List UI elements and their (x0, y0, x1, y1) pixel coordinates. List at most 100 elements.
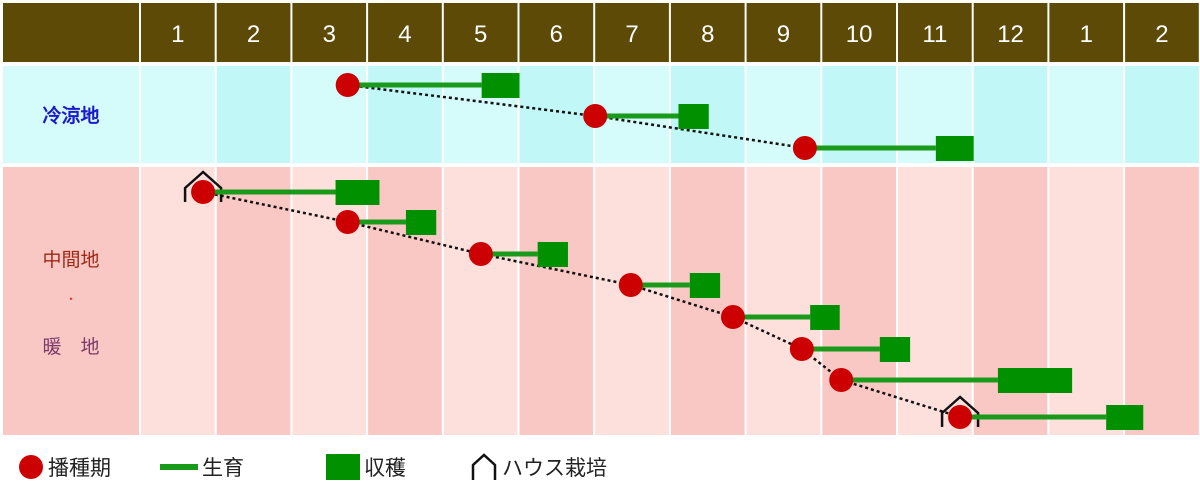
month-header-cell (1049, 3, 1124, 62)
month-cell (595, 167, 669, 435)
month-label: 2 (247, 21, 260, 48)
month-cell (141, 167, 215, 435)
harvest-block (810, 305, 840, 330)
month-label: 5 (474, 21, 487, 48)
month-label: 7 (625, 21, 638, 48)
month-label: 1 (1080, 21, 1093, 48)
month-label: 2 (1155, 21, 1168, 48)
sowing-point (792, 136, 817, 160)
month-label: 8 (701, 21, 714, 48)
region-label-warm-line: 暖 地 (42, 336, 99, 358)
sowing-point (720, 305, 745, 329)
month-cell (746, 167, 821, 435)
growth-bar (595, 113, 679, 119)
legend-harvest: 収穫 (326, 452, 406, 482)
green-square-icon (326, 454, 360, 480)
month-header-cell (216, 3, 291, 62)
sowing-point (583, 104, 608, 128)
month-header-cell (1125, 3, 1199, 62)
month-cell (822, 167, 896, 435)
region-label-cool: 冷涼地 (42, 104, 99, 127)
region-label-warm-line: 中間地 (42, 249, 99, 271)
month-header-cell (141, 3, 215, 62)
month-label: 9 (777, 21, 790, 48)
sowing-point (948, 405, 973, 429)
sowing-point (618, 273, 643, 297)
growth-bar (203, 189, 336, 195)
harvest-block (997, 368, 1073, 393)
red-circle-icon (19, 455, 43, 479)
month-cell (216, 66, 291, 163)
legend-sowing-label: 播種期 (48, 456, 111, 480)
green-line-icon (160, 464, 198, 470)
month-header-cell (443, 3, 518, 62)
region-label-warm-line: ・ (65, 292, 77, 306)
legend-growth-label: 生育 (202, 456, 244, 480)
legend-harvest-label: 収穫 (364, 456, 406, 480)
growth-bar (480, 251, 538, 257)
region-label-cell (3, 167, 139, 435)
growth-bar (347, 82, 482, 88)
month-cell (973, 167, 1048, 435)
harvest-block (935, 136, 974, 161)
month-cell (443, 167, 518, 435)
month-header-cell (746, 3, 821, 62)
harvest-block (481, 73, 520, 98)
month-cell (519, 167, 594, 435)
harvest-block (405, 210, 437, 235)
legend-house-label: ハウス栽培 (502, 456, 607, 480)
month-header-cell (292, 3, 367, 62)
month-cell (368, 167, 442, 435)
month-label: 4 (398, 21, 411, 48)
month-cell (292, 167, 367, 435)
month-header-cell (595, 3, 669, 62)
harvest-block (537, 242, 568, 267)
month-cell (368, 66, 442, 163)
month-label: 10 (846, 21, 873, 48)
month-label: 1 (171, 21, 184, 48)
sowing-point (335, 210, 360, 234)
legend-sowing: 播種期 (18, 452, 111, 482)
month-cell (1125, 167, 1199, 435)
month-header-cell (898, 3, 972, 62)
sowing-connector-dotted-line (347, 83, 806, 150)
month-label: 6 (550, 21, 563, 48)
header-corner-cell (3, 3, 139, 62)
growth-bar (630, 282, 690, 288)
month-cell (216, 167, 291, 435)
legend-house: ハウス栽培 (470, 452, 607, 482)
month-label: 3 (323, 21, 336, 48)
month-cell (973, 66, 1048, 163)
month-header-cell (519, 3, 594, 62)
legend-growth: 生育 (160, 452, 244, 482)
month-label: 12 (997, 21, 1024, 48)
growth-bar (960, 414, 1107, 420)
legend: 播種期 生育 収穫 ハウス栽培 (0, 452, 700, 482)
growth-bar (804, 145, 936, 151)
month-cell (1049, 66, 1124, 163)
harvest-block (1106, 405, 1144, 430)
sowing-point (789, 337, 814, 361)
region-label-cell (3, 66, 139, 163)
month-header-cell (368, 3, 442, 62)
greenhouse-icon (471, 453, 497, 480)
harvest-block (678, 104, 709, 129)
harvest-block (689, 273, 721, 298)
sowing-point (335, 73, 360, 97)
growth-bar (347, 219, 406, 225)
month-cell (141, 66, 215, 163)
month-header-cell (670, 3, 745, 62)
month-cell (898, 167, 972, 435)
month-header-cell (973, 3, 1048, 62)
sowing-point (829, 368, 854, 392)
growth-bar (841, 377, 998, 383)
month-cell (1125, 66, 1199, 163)
harvest-block (335, 180, 380, 205)
month-label: 11 (922, 21, 947, 48)
harvest-block (879, 337, 911, 362)
growth-bar (732, 314, 811, 320)
growth-bar (801, 346, 880, 352)
month-cell (1049, 167, 1124, 435)
sowing-point (468, 242, 493, 266)
